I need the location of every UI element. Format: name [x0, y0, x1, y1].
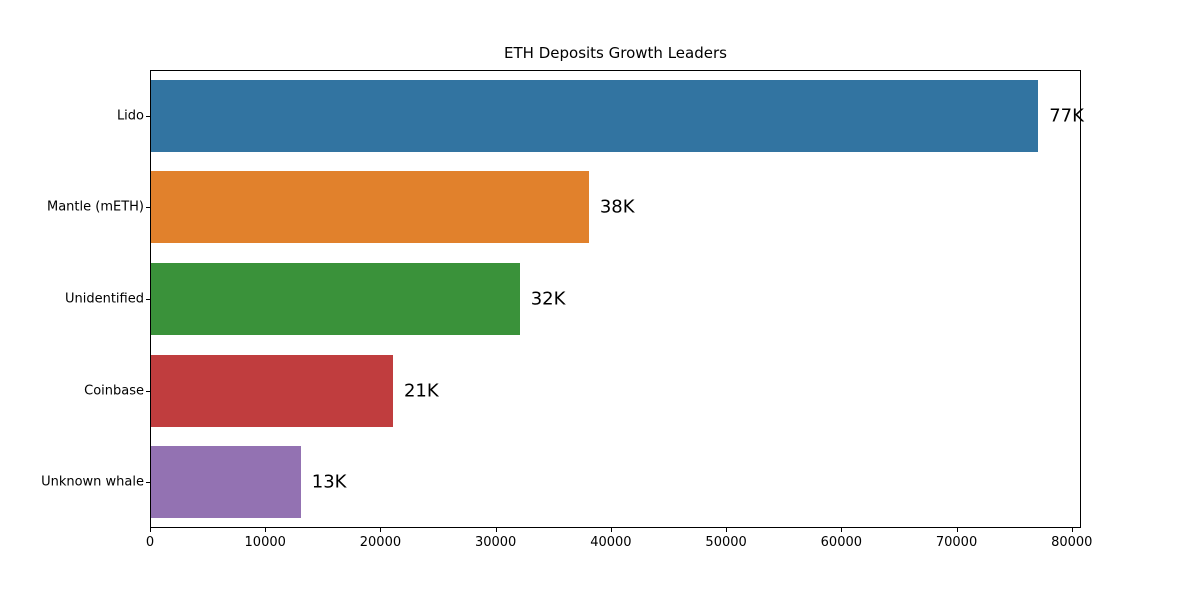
x-tick-label: 50000 — [705, 535, 747, 550]
bar-value-label: 21K — [403, 380, 439, 402]
x-tick-label: 60000 — [820, 535, 863, 550]
x-tick-mark — [496, 528, 497, 532]
bar — [151, 354, 393, 427]
y-tick-mark — [146, 116, 150, 117]
x-tick-mark — [380, 528, 381, 532]
chart-title: ETH Deposits Growth Leaders — [504, 44, 727, 62]
bar — [151, 263, 520, 335]
y-tick-label: Unidentified — [64, 291, 144, 307]
x-tick-label: 70000 — [935, 535, 978, 550]
y-tick-mark — [146, 391, 150, 392]
bar — [151, 446, 301, 519]
y-tick-mark — [146, 207, 150, 208]
y-tick-label: Mantle (mETH) — [47, 199, 144, 215]
x-tick-mark — [841, 528, 842, 532]
x-tick-label: 0 — [145, 535, 155, 550]
y-tick-label: Unknown whale — [41, 474, 144, 490]
bar-value-label: 77K — [1049, 105, 1084, 127]
y-tick-mark — [146, 299, 150, 300]
x-tick-mark — [726, 528, 727, 532]
bar-value-label: 13K — [311, 471, 347, 493]
x-tick-label: 80000 — [1051, 535, 1093, 550]
x-tick-label: 20000 — [359, 535, 402, 550]
x-tick-mark — [265, 528, 266, 532]
bar-value-label: 32K — [530, 288, 566, 310]
y-tick-mark — [146, 482, 150, 483]
bar — [151, 79, 1039, 152]
x-tick-label: 10000 — [244, 535, 286, 550]
x-tick-mark — [611, 528, 612, 532]
bar — [151, 171, 589, 244]
x-tick-mark — [150, 528, 151, 532]
x-tick-label: 30000 — [474, 535, 517, 550]
y-tick-label: Lido — [116, 108, 144, 124]
y-tick-label: Coinbase — [84, 383, 144, 399]
x-tick-mark — [1072, 528, 1073, 532]
bar-value-label: 38K — [599, 196, 635, 218]
x-tick-label: 40000 — [590, 535, 632, 550]
x-tick-mark — [957, 528, 958, 532]
plot-area — [150, 70, 1081, 528]
